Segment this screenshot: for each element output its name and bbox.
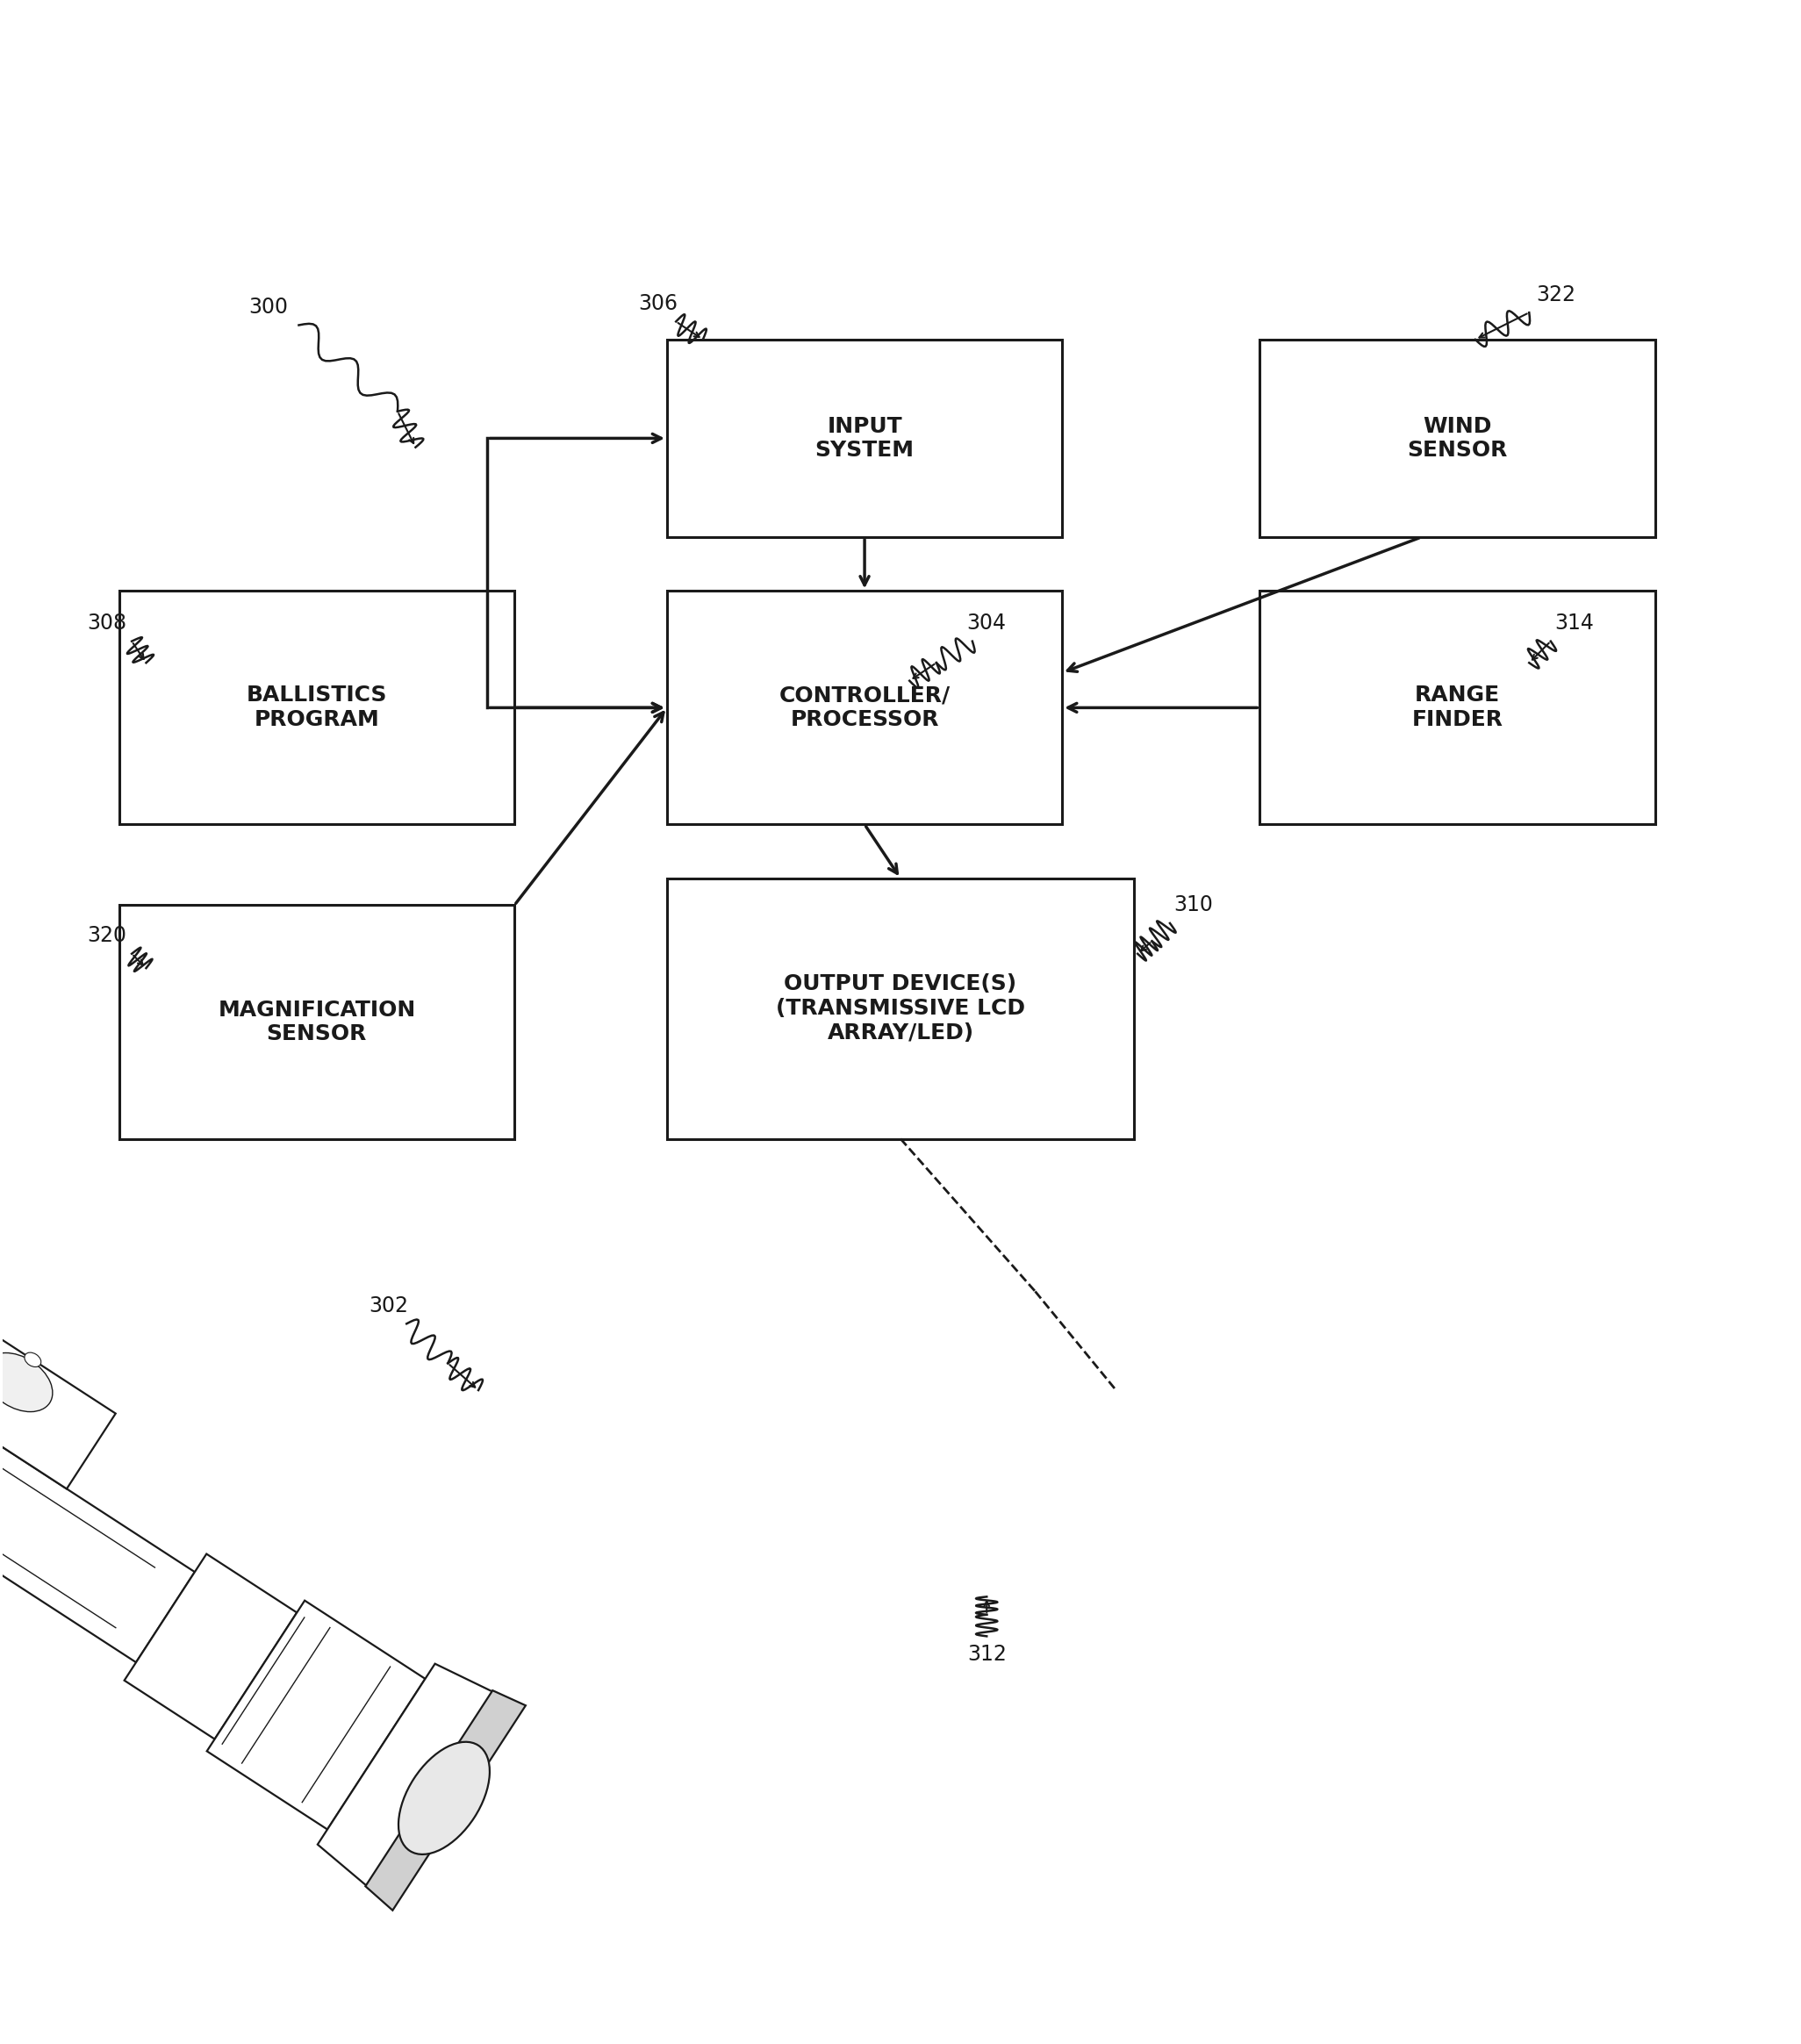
Text: 314: 314 xyxy=(1554,613,1594,634)
Text: 304: 304 xyxy=(967,613,1007,634)
Bar xyxy=(666,591,1063,824)
Bar xyxy=(119,905,515,1139)
Polygon shape xyxy=(124,1553,297,1739)
Text: 308: 308 xyxy=(86,613,126,634)
Bar xyxy=(1259,339,1655,538)
Text: OUTPUT DEVICE(S)
(TRANSMISSIVE LCD
ARRAY/LED): OUTPUT DEVICE(S) (TRANSMISSIVE LCD ARRAY… xyxy=(776,973,1025,1042)
Bar xyxy=(119,591,515,824)
Text: CONTROLLER/
PROCESSOR: CONTROLLER/ PROCESSOR xyxy=(780,685,951,730)
Polygon shape xyxy=(0,1122,195,1662)
Text: MAGNIFICATION
SENSOR: MAGNIFICATION SENSOR xyxy=(218,1000,416,1044)
Bar xyxy=(666,879,1135,1139)
Text: 300: 300 xyxy=(249,296,288,317)
Text: 306: 306 xyxy=(638,292,677,315)
Ellipse shape xyxy=(398,1741,490,1854)
Text: 310: 310 xyxy=(1174,895,1212,916)
Text: INPUT
SYSTEM: INPUT SYSTEM xyxy=(816,415,915,462)
Text: 320: 320 xyxy=(86,926,126,946)
Polygon shape xyxy=(0,1306,115,1488)
Text: WIND
SENSOR: WIND SENSOR xyxy=(1407,415,1507,462)
Text: BALLISTICS
PROGRAM: BALLISTICS PROGRAM xyxy=(247,685,387,730)
Bar xyxy=(1259,591,1655,824)
Text: 312: 312 xyxy=(967,1643,1007,1664)
Text: RANGE
FINDER: RANGE FINDER xyxy=(1412,685,1504,730)
Bar xyxy=(666,339,1063,538)
Ellipse shape xyxy=(25,1353,41,1367)
Polygon shape xyxy=(317,1664,501,1891)
Text: 322: 322 xyxy=(1536,284,1576,305)
Ellipse shape xyxy=(0,1353,52,1412)
Polygon shape xyxy=(207,1600,425,1829)
Text: 302: 302 xyxy=(369,1296,409,1316)
Polygon shape xyxy=(366,1690,526,1911)
